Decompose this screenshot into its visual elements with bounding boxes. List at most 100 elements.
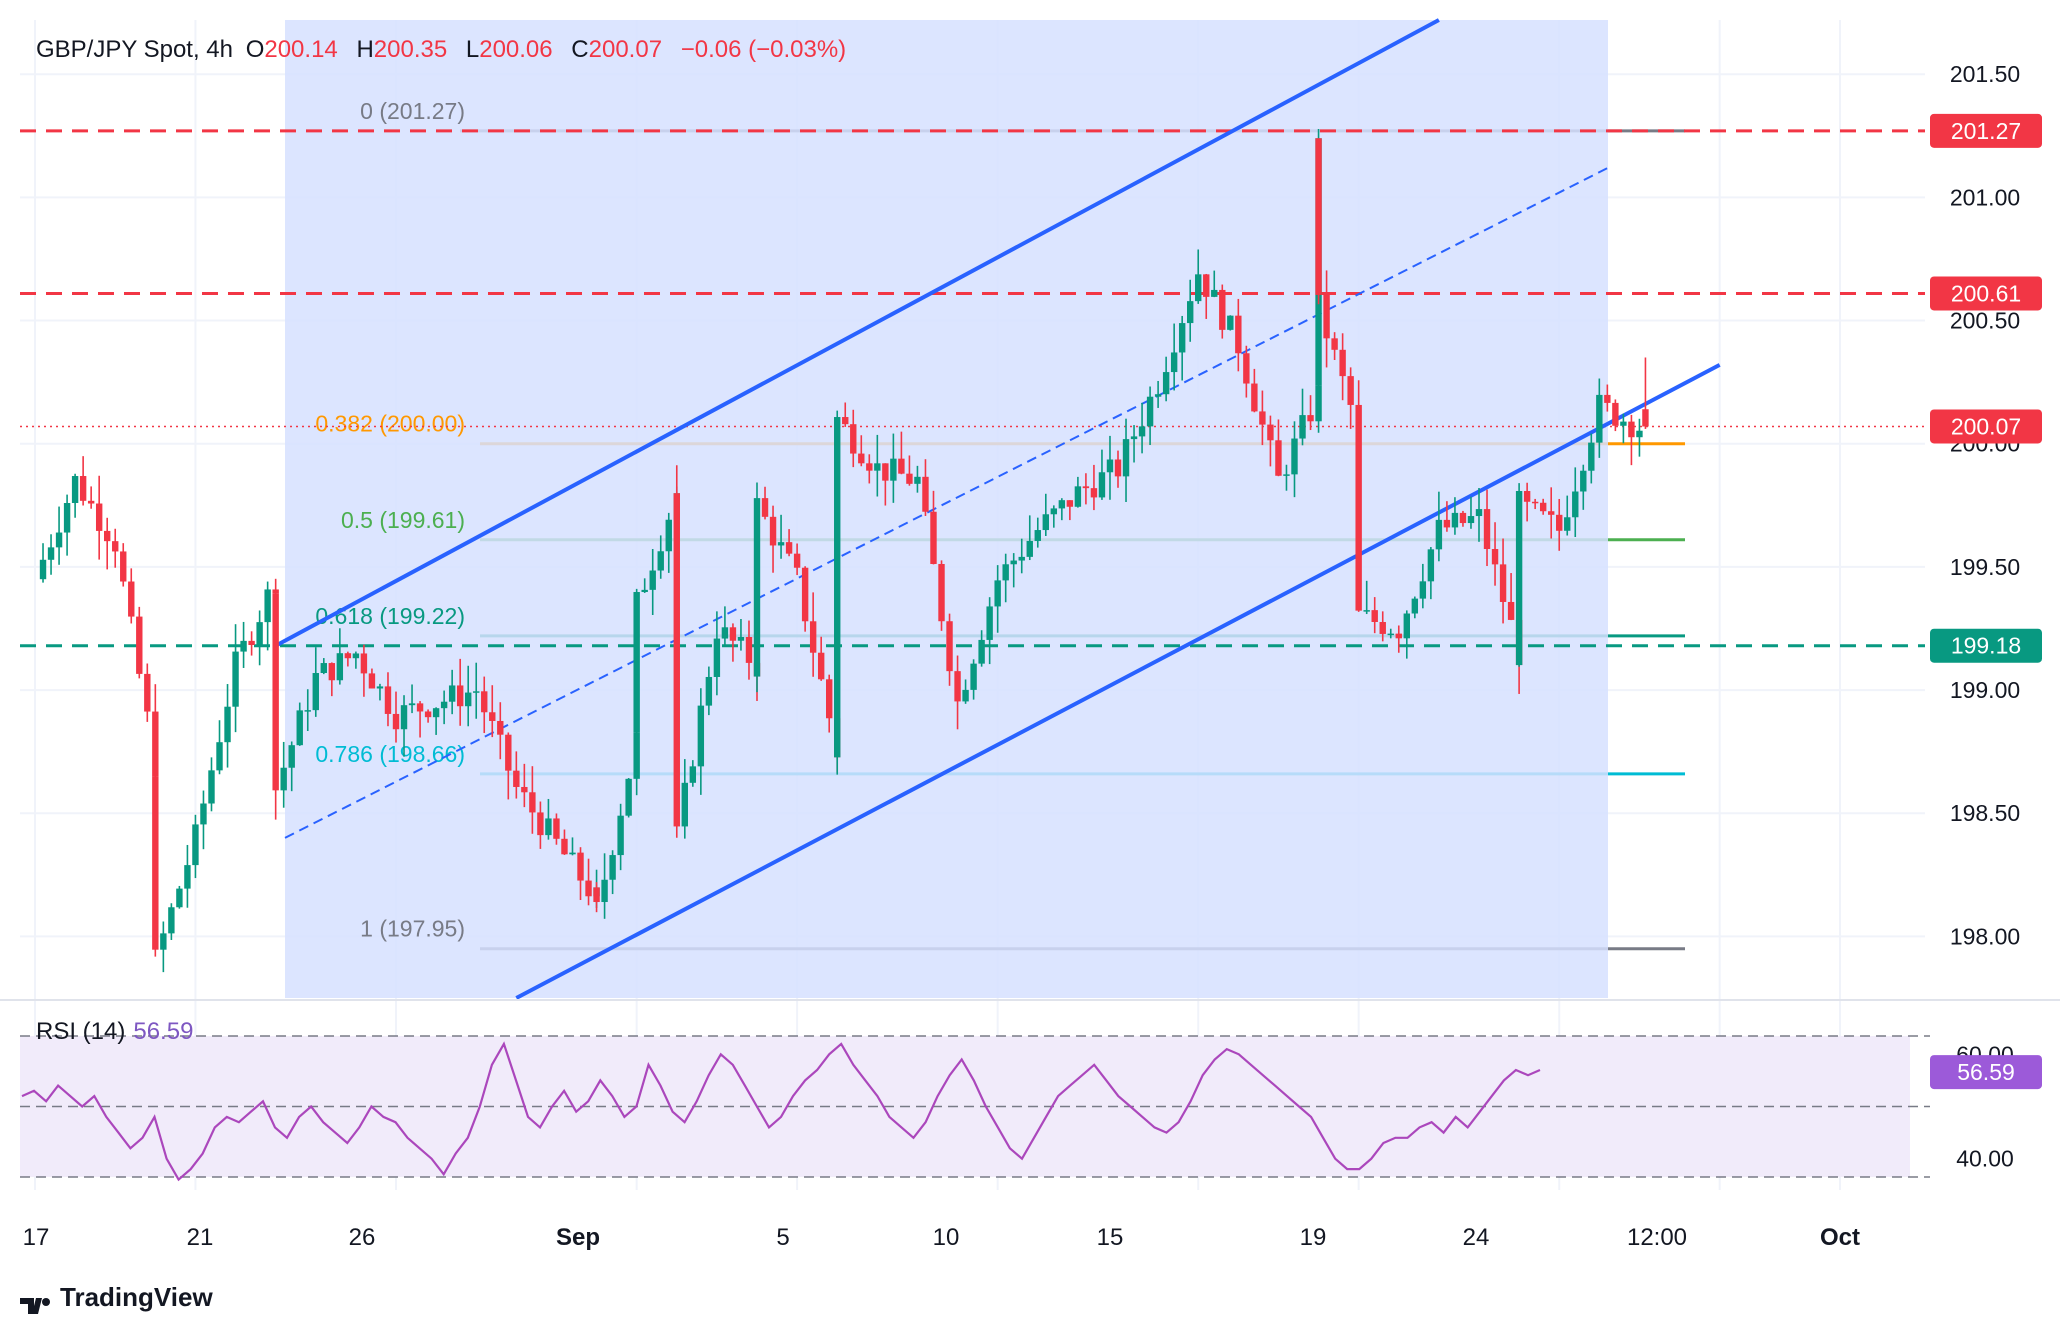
- candle-body: [1130, 436, 1138, 440]
- candle-body: [1187, 301, 1194, 324]
- candle-body: [400, 705, 408, 730]
- candle-body: [689, 766, 697, 783]
- candle-body: [1066, 500, 1074, 507]
- candle-body: [1620, 421, 1627, 426]
- candle-body: [392, 713, 400, 730]
- candle-body: [1379, 621, 1386, 634]
- candle-body: [593, 887, 600, 903]
- y-tick-label: 198.50: [1950, 800, 2020, 826]
- candle-body: [1050, 508, 1058, 515]
- candle-body: [168, 907, 175, 934]
- candle-body: [1451, 512, 1459, 528]
- candle-body: [890, 458, 897, 481]
- candle-body: [1251, 383, 1258, 412]
- candle-body: [1315, 138, 1322, 295]
- candle-body: [1146, 396, 1154, 427]
- candle-body: [264, 589, 271, 623]
- price-tag: [1930, 409, 2042, 444]
- price-tag-label: 199.18: [1951, 633, 2021, 659]
- candle-body: [1523, 491, 1531, 502]
- candle-body: [489, 712, 496, 721]
- candle-body: [1339, 349, 1346, 377]
- candle-body: [914, 476, 921, 484]
- candle-body: [962, 689, 969, 702]
- candle-body: [384, 686, 392, 714]
- rsi-y-tick-label: 40.00: [1956, 1146, 2014, 1172]
- candle-body: [625, 778, 632, 816]
- candle-body: [1098, 472, 1106, 498]
- candle-body: [994, 580, 1001, 607]
- high-label: H: [356, 36, 374, 63]
- candle-body: [842, 417, 849, 425]
- candle-body: [465, 692, 472, 707]
- candle-body: [1507, 601, 1515, 620]
- candle-body: [513, 770, 520, 787]
- candle-body: [408, 703, 416, 706]
- candle-body: [184, 865, 191, 889]
- candle-body: [1435, 519, 1443, 550]
- candle-body: [681, 782, 688, 827]
- candle-body: [1636, 430, 1643, 438]
- candle-body: [1227, 315, 1234, 330]
- candle-body: [1475, 509, 1483, 517]
- candle-body: [1499, 564, 1507, 602]
- candle-body: [1548, 511, 1555, 515]
- candle-body: [95, 503, 103, 531]
- candle-body: [793, 553, 801, 568]
- candle-body: [649, 570, 656, 590]
- candle-body: [336, 653, 344, 681]
- candle-body: [1299, 415, 1306, 439]
- high-value: 200.35: [373, 36, 448, 63]
- candle-body: [1018, 556, 1025, 561]
- candle-body: [1419, 581, 1427, 599]
- candle-body: [312, 673, 319, 711]
- channel-upper-line: [274, 18, 1440, 648]
- open-label: O: [245, 36, 265, 63]
- candle-body: [906, 473, 913, 484]
- x-tick-label: Sep: [556, 1224, 600, 1251]
- candle-body: [898, 458, 905, 474]
- candle-body: [505, 734, 512, 771]
- open-value: 200.14: [264, 36, 338, 63]
- candle-body: [769, 516, 777, 546]
- candle-body: [866, 463, 873, 471]
- candle-body: [304, 710, 311, 712]
- candle-body: [1154, 394, 1162, 397]
- candle-body: [970, 663, 977, 690]
- x-tick-label: 5: [776, 1224, 789, 1251]
- candle-body: [256, 622, 263, 646]
- candle-body: [665, 519, 672, 552]
- candle-body: [360, 653, 368, 674]
- candle-body: [1628, 421, 1635, 438]
- candle-body: [136, 616, 143, 674]
- low-label: L: [465, 36, 480, 63]
- x-tick-label: 10: [933, 1224, 960, 1251]
- candle-body: [192, 824, 199, 866]
- candle-body: [144, 673, 151, 712]
- candle-body: [1564, 517, 1571, 531]
- candle-body: [272, 593, 279, 791]
- candle-body: [344, 653, 352, 659]
- tradingview-logo[interactable]: TradingView: [20, 1282, 213, 1314]
- price-tag-label: 200.61: [1951, 280, 2021, 306]
- candle-body: [120, 551, 127, 582]
- candle-body: [761, 498, 769, 517]
- candle-body: [641, 589, 648, 593]
- candle-body: [569, 852, 576, 855]
- candle-body: [777, 542, 785, 546]
- candle-body: [697, 705, 705, 767]
- candle-body: [208, 770, 215, 804]
- candle-body: [1459, 512, 1467, 524]
- candle-body: [753, 498, 761, 677]
- candle-body: [553, 818, 560, 839]
- candle-body: [1588, 442, 1595, 471]
- candle-body: [633, 592, 640, 733]
- candle-body: [296, 710, 303, 746]
- candle-body: [545, 818, 552, 836]
- candle-body: [1515, 491, 1523, 666]
- candle-body: [705, 676, 713, 706]
- candle-body: [112, 541, 119, 552]
- candle-body: [1267, 424, 1274, 441]
- candle-body: [240, 640, 247, 652]
